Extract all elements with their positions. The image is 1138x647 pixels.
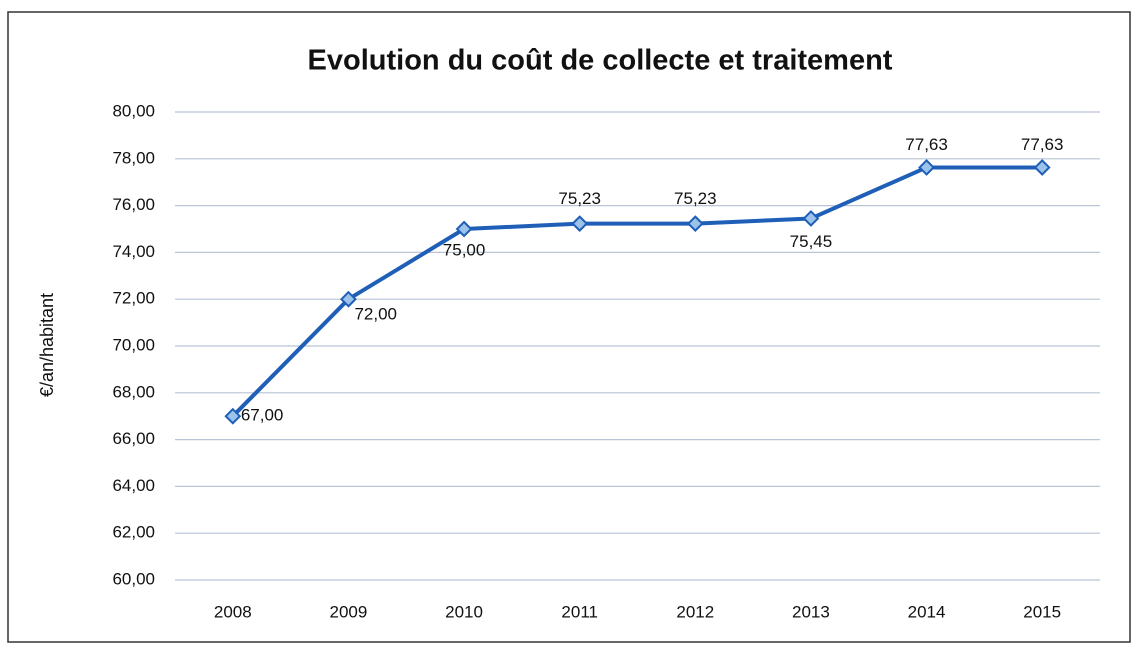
y-tick-label: 68,00 — [112, 382, 155, 401]
y-tick-label: 62,00 — [112, 523, 155, 542]
data-point — [686, 215, 704, 233]
data-point — [340, 290, 357, 308]
data-point — [918, 159, 935, 176]
y-tick-label: 70,00 — [112, 335, 155, 354]
data-label: 75,45 — [790, 232, 833, 251]
x-tick-label: 2012 — [676, 602, 714, 621]
x-tick-label: 2011 — [561, 602, 598, 621]
data-label: 77,63 — [905, 135, 948, 154]
x-tick-label: 2015 — [1023, 602, 1061, 621]
y-tick-label: 64,00 — [112, 476, 155, 495]
data-label: 67,00 — [241, 406, 284, 425]
y-tick-label: 60,00 — [112, 569, 155, 588]
x-tick-label: 2008 — [214, 602, 252, 621]
y-tick-label: 76,00 — [112, 195, 155, 214]
x-tick-label: 2014 — [908, 602, 946, 621]
y-tick-label: 78,00 — [112, 148, 155, 167]
y-tick-label: 80,00 — [112, 101, 155, 120]
y-tick-label: 72,00 — [112, 289, 155, 308]
data-point — [802, 210, 820, 227]
y-tick-label: 74,00 — [112, 242, 155, 261]
data-point — [224, 407, 242, 425]
data-point — [1033, 159, 1051, 176]
chart-title: Evolution du coût de collecte et traitem… — [308, 45, 893, 77]
data-label: 75,00 — [443, 240, 486, 259]
data-point — [571, 215, 589, 233]
x-tick-label: 2010 — [445, 602, 483, 621]
y-axis-label: €/an/habitant — [37, 293, 57, 397]
y-tick-label: 66,00 — [112, 429, 155, 448]
data-label: 77,63 — [1021, 135, 1064, 154]
data-label: 75,23 — [558, 189, 601, 208]
data-point — [455, 220, 473, 238]
x-tick-label: 2013 — [792, 602, 830, 621]
data-label: 75,23 — [674, 189, 717, 208]
x-tick-label: 2009 — [330, 602, 368, 621]
data-line — [231, 165, 1043, 418]
data-label: 72,00 — [354, 305, 397, 324]
chart-border — [7, 11, 1131, 643]
